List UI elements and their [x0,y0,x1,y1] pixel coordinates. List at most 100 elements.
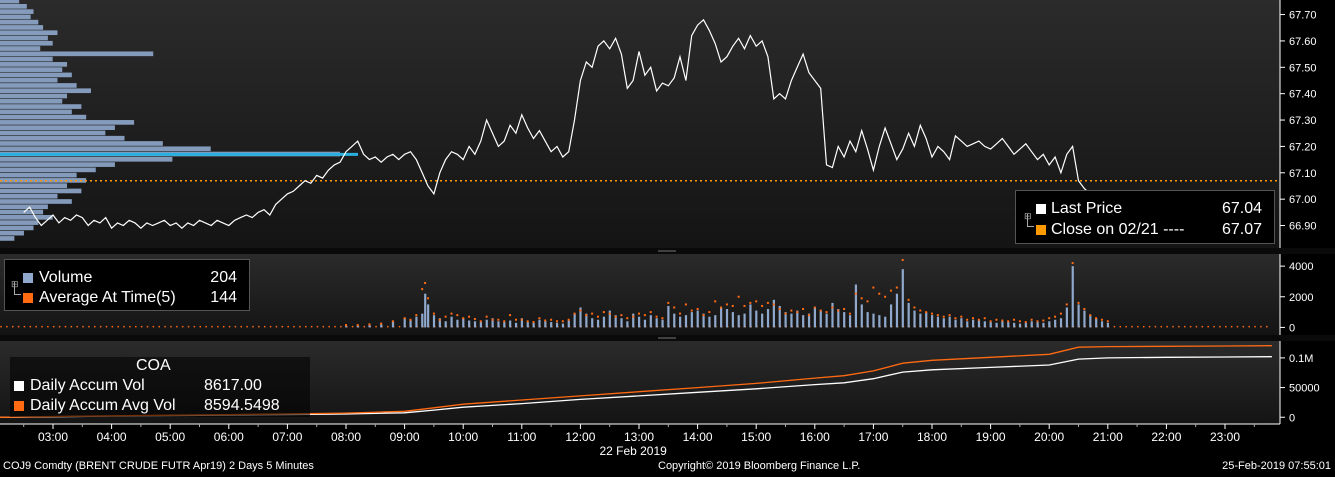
avg-at-time-dot [655,315,658,318]
volume-bar [491,318,494,328]
volume-profile-bar [0,35,48,41]
volume-profile-bar [0,120,135,125]
price-tick-label: 67.50 [1289,62,1317,74]
volume-profile-bar [0,104,82,109]
x-tick-label: 14:00 [683,430,713,444]
volume-bar [602,316,606,328]
volume-bar [591,318,594,328]
volume-bar [620,318,623,328]
avg-at-time-dot [807,314,810,317]
avg-at-time-dot [1095,317,1098,320]
avg-at-time-dot [966,318,969,321]
volume-bar [391,321,395,328]
avg-at-time-dot [626,317,629,320]
avg-at-time-dot [503,320,506,323]
avg-baseline-dot [1213,325,1215,328]
avg-at-time-dot [532,321,535,324]
avg-label: Average At Time(5) [39,289,176,306]
avg-at-time-dot [749,301,752,304]
volume-bar [995,322,998,328]
volume-bar [1013,322,1016,328]
last-price-label: Last Price [1051,200,1123,217]
avg-baseline-dot [246,325,248,328]
x-tick-label: 16:00 [800,430,830,444]
avg-at-time-dot [456,314,459,317]
avg-at-time-dot [509,314,512,317]
volume-bar [731,312,734,328]
volume-profile-bar [0,167,96,173]
avg-at-time-dot [579,309,582,312]
avg-at-time-dot [977,318,980,321]
footer-timestamp: 25-Feb-2019 07:55:01 [1222,460,1331,472]
volume-bar [925,312,928,328]
avg-baseline-dot [17,325,20,328]
accum-avg-value: 8594.5498 [204,397,280,414]
x-tick-label: 15:00 [741,430,771,444]
volume-bar [468,320,471,328]
avg-at-time-dot [632,315,635,318]
avg-baseline-dot [1248,325,1250,328]
avg-at-time-dot [661,317,664,320]
avg-at-time-dot [497,318,500,321]
avg-at-time-dot [696,308,699,311]
volume-profile-bar [0,72,72,78]
avg-baseline-dot [76,325,78,328]
avg-at-time-dot [872,286,875,289]
volume-bar [1059,318,1063,328]
volume-bar [860,304,863,328]
avg-at-time-dot [731,304,734,307]
volume-bar [345,326,348,328]
avg-baseline-dot [70,325,73,328]
last-price-line [23,18,1232,230]
avg-baseline-dot [47,325,49,328]
avg-at-time-dot [954,317,957,320]
volume-bar [989,322,992,328]
price-chart: 67.70 67.60 67.50 67.40 67.30 67.20 67.10 67.00… [0,0,1317,248]
avg-baseline-dot [269,325,272,328]
avg-at-time-dot [825,311,828,314]
avg-baseline-dot [240,325,243,328]
volume-bar [737,315,740,328]
avg-at-time-dot [491,318,494,321]
avg-at-time-dot [638,312,640,315]
volume-bar [679,316,682,328]
volume-bar [632,313,635,328]
x-tick-label: 12:00 [565,430,595,444]
volume-bar [772,299,775,328]
avg-baseline-dot [1131,325,1133,328]
volume-bar [872,313,875,328]
avg-swatch [23,293,33,303]
price-tick-label: 67.00 [1289,194,1317,206]
volume-bar [1042,322,1045,328]
avg-at-time-dot [878,292,881,295]
volume-bar [854,284,858,328]
volume-bar [1065,307,1068,328]
volume-bar [614,315,617,328]
avg-at-time-dot [725,303,728,306]
avg-at-time-dot [643,314,646,317]
avg-baseline-dot [1242,325,1245,328]
avg-at-time-dot [972,317,975,320]
avg-baseline-dot [287,325,289,328]
avg-baseline-dot [64,325,67,328]
avg-at-time-dot [1071,262,1074,265]
last-price-value: 67.04 [1221,200,1262,217]
avg-at-time-dot [831,306,834,309]
volume-bar [743,313,746,328]
avg-at-time-dot [520,318,523,321]
volume-bar [878,315,881,328]
price-tick-label: 66.90 [1289,221,1317,233]
avg-at-time-dot [1083,308,1086,311]
avg-at-time-dot [889,289,892,292]
avg-at-time-dot [1013,318,1016,321]
avg-baseline-dot [1160,325,1163,328]
volume-legend: ⊟ Volume 204 Average At Time(5) 144 [4,259,250,311]
avg-baseline-dot [181,325,184,328]
volume-value: 204 [210,269,237,286]
volume-bar [585,313,588,328]
avg-baseline-dot [123,325,125,328]
avg-baseline-dot [1219,325,1221,328]
volume-bar [1095,318,1098,328]
volume-bar [485,319,488,328]
